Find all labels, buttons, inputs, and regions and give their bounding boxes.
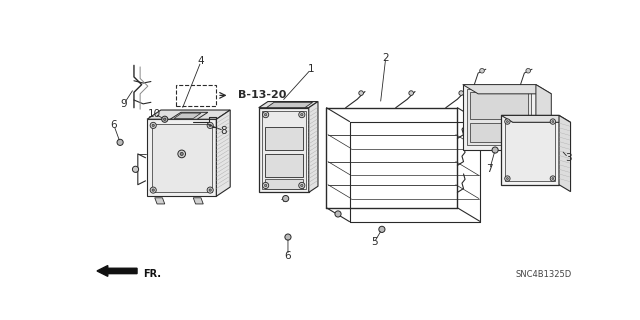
Circle shape (550, 176, 556, 181)
Polygon shape (170, 112, 208, 119)
Text: 10: 10 (148, 109, 161, 119)
Polygon shape (193, 198, 204, 204)
Text: 7: 7 (486, 164, 493, 174)
Polygon shape (216, 110, 230, 196)
Circle shape (552, 178, 554, 180)
Polygon shape (463, 84, 551, 94)
Text: 4: 4 (198, 57, 204, 67)
Circle shape (505, 176, 510, 181)
Circle shape (207, 122, 213, 129)
Circle shape (178, 150, 186, 158)
Circle shape (301, 114, 303, 116)
Polygon shape (155, 198, 164, 204)
Polygon shape (501, 116, 570, 122)
Polygon shape (265, 179, 303, 188)
Polygon shape (147, 119, 216, 196)
Text: 5: 5 (371, 237, 378, 247)
Text: 8: 8 (221, 126, 227, 136)
Circle shape (152, 189, 154, 191)
Circle shape (150, 187, 156, 193)
Polygon shape (559, 116, 570, 192)
Polygon shape (536, 84, 551, 159)
Circle shape (552, 121, 554, 123)
Circle shape (132, 166, 139, 172)
Circle shape (117, 139, 123, 145)
Polygon shape (467, 89, 531, 145)
Circle shape (459, 91, 463, 95)
Polygon shape (470, 123, 528, 142)
Polygon shape (174, 113, 201, 118)
Text: 9: 9 (120, 99, 127, 109)
Circle shape (164, 118, 166, 120)
Circle shape (264, 184, 267, 187)
Polygon shape (266, 102, 312, 108)
Text: B-13-20: B-13-20 (238, 90, 287, 100)
Circle shape (505, 119, 510, 124)
Polygon shape (259, 101, 318, 108)
Polygon shape (470, 92, 528, 119)
Circle shape (379, 226, 385, 232)
Circle shape (285, 234, 291, 240)
Text: SNC4B1325D: SNC4B1325D (515, 270, 572, 279)
Circle shape (550, 119, 556, 124)
Circle shape (299, 112, 305, 118)
Circle shape (262, 182, 269, 188)
Polygon shape (308, 101, 318, 192)
Polygon shape (505, 119, 555, 181)
Text: 6: 6 (285, 251, 291, 260)
Circle shape (480, 68, 484, 73)
Circle shape (262, 112, 269, 118)
Circle shape (207, 187, 213, 193)
Circle shape (526, 68, 531, 73)
Circle shape (492, 147, 498, 153)
Circle shape (283, 196, 289, 202)
Text: FR.: FR. (143, 269, 161, 279)
Polygon shape (147, 110, 230, 119)
Text: 3: 3 (565, 153, 572, 163)
Polygon shape (259, 108, 308, 192)
FancyArrow shape (97, 266, 137, 276)
Bar (175, 84, 216, 106)
Circle shape (506, 121, 508, 123)
Polygon shape (265, 154, 303, 177)
Circle shape (299, 182, 305, 188)
Circle shape (209, 124, 211, 127)
Polygon shape (262, 111, 306, 189)
Circle shape (180, 152, 183, 156)
Circle shape (506, 178, 508, 180)
Circle shape (409, 91, 413, 95)
Polygon shape (265, 127, 303, 150)
Polygon shape (463, 84, 536, 150)
Circle shape (301, 184, 303, 187)
Circle shape (209, 189, 211, 191)
Circle shape (162, 116, 168, 122)
Circle shape (359, 91, 364, 95)
Polygon shape (501, 116, 559, 185)
Circle shape (152, 124, 154, 127)
Text: 6: 6 (111, 120, 117, 131)
Circle shape (264, 114, 267, 116)
Text: 2: 2 (383, 53, 389, 63)
Text: 1: 1 (308, 64, 314, 74)
Circle shape (335, 211, 341, 217)
Circle shape (150, 122, 156, 129)
Polygon shape (152, 124, 212, 192)
